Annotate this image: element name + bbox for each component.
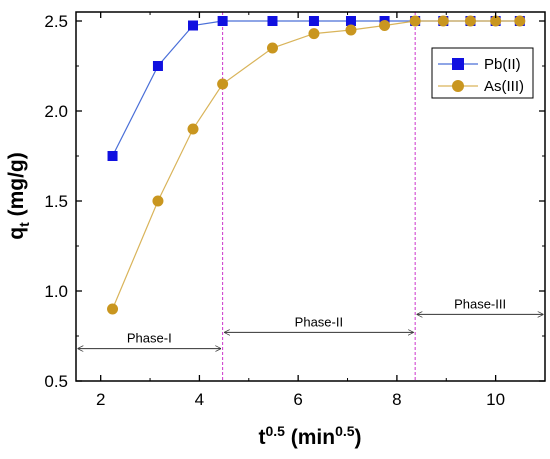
phase-annotations: Phase-I Phase-II Phase-III xyxy=(78,296,543,348)
y-tick-label-1: 0.5 xyxy=(44,372,68,391)
data-point-as-6 xyxy=(308,28,320,40)
tick-labels: 2 4 6 8 10 0.5 1.0 1.5 2.0 2.5 xyxy=(44,12,505,409)
data-point-as-8 xyxy=(379,20,391,31)
axis-ticks xyxy=(76,12,546,382)
data-point-pb-4 xyxy=(217,16,228,26)
data-point-pb-7 xyxy=(345,16,356,26)
data-point-as-12 xyxy=(490,15,502,27)
data-point-pb-3 xyxy=(188,20,199,31)
legend-marker-pb xyxy=(452,58,464,70)
data-point-as-13 xyxy=(514,15,526,27)
data-point-pb-6 xyxy=(308,16,319,26)
data-point-as-2 xyxy=(152,195,164,207)
y-tick-label-4: 2.0 xyxy=(44,102,68,121)
data-point-as-5 xyxy=(266,42,278,54)
phase-label-2: Phase-II xyxy=(295,314,343,329)
data-point-as-11 xyxy=(464,15,476,27)
data-point-as-3 xyxy=(187,123,199,135)
legend-label-as: As(III) xyxy=(484,78,524,95)
data-point-as-1 xyxy=(107,303,119,315)
x-tick-label-2: 4 xyxy=(195,390,204,409)
x-axis-title: t0.5 (min0.5) xyxy=(258,423,361,449)
legend-box xyxy=(431,47,534,99)
data-point-as-10 xyxy=(437,15,449,27)
y-tick-label-3: 1.5 xyxy=(44,192,68,211)
phase-label-3: Phase-III xyxy=(454,296,506,311)
data-point-as-9 xyxy=(409,15,421,27)
data-point-pb-2 xyxy=(152,61,163,71)
legend-label-pb: Pb(II) xyxy=(484,56,521,73)
x-tick-label-1: 2 xyxy=(96,390,105,409)
legend-marker-as xyxy=(452,80,464,92)
plot-frame xyxy=(75,11,546,382)
data-point-pb-1 xyxy=(107,151,118,161)
y-tick-label-2: 1.0 xyxy=(44,282,68,301)
legend: Pb(II) As(III) xyxy=(431,47,534,99)
y-axis-title: qt (mg/g) xyxy=(5,152,32,239)
phase-boundary-lines xyxy=(222,12,416,381)
y-tick-label-5: 2.5 xyxy=(44,12,68,31)
x-tick-label-5: 10 xyxy=(486,390,505,409)
series-layer xyxy=(107,15,526,315)
x-tick-label-3: 6 xyxy=(293,390,302,409)
data-point-pb-5 xyxy=(267,16,278,26)
data-point-as-4 xyxy=(217,78,229,90)
x-tick-label-4: 8 xyxy=(392,390,401,409)
phase-label-1: Phase-I xyxy=(127,331,172,346)
data-point-as-7 xyxy=(345,24,357,36)
